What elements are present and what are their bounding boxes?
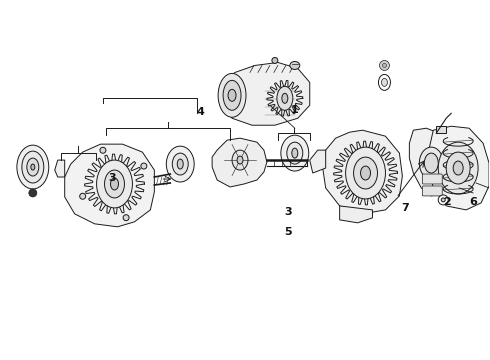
Ellipse shape [424,153,438,173]
Polygon shape [323,130,402,214]
Ellipse shape [31,164,35,170]
Ellipse shape [237,156,243,164]
Ellipse shape [438,142,478,194]
Polygon shape [429,126,489,210]
Polygon shape [340,206,372,223]
Text: 3: 3 [284,207,292,217]
Polygon shape [212,138,267,187]
Ellipse shape [446,152,470,184]
Polygon shape [55,160,65,177]
Text: 5: 5 [284,227,292,237]
Ellipse shape [281,135,309,171]
Circle shape [141,163,147,169]
Circle shape [123,215,129,221]
Text: 2: 2 [443,197,451,207]
Ellipse shape [97,160,132,208]
Ellipse shape [177,159,183,169]
Ellipse shape [104,170,124,198]
Text: 4: 4 [196,107,204,117]
Ellipse shape [22,151,44,183]
Polygon shape [65,144,154,227]
Ellipse shape [282,93,288,103]
Ellipse shape [111,178,119,190]
Ellipse shape [17,145,49,189]
Circle shape [272,58,278,63]
FancyBboxPatch shape [422,186,442,196]
FancyBboxPatch shape [422,174,442,184]
Ellipse shape [345,147,386,199]
Circle shape [80,193,86,199]
Ellipse shape [27,158,39,176]
Ellipse shape [172,153,188,175]
Circle shape [441,198,445,202]
Ellipse shape [166,146,194,182]
Ellipse shape [223,80,241,110]
Ellipse shape [232,150,248,170]
Circle shape [383,63,387,67]
Ellipse shape [378,75,391,90]
Ellipse shape [292,148,298,158]
Ellipse shape [382,78,388,86]
Text: 3: 3 [109,173,116,183]
Circle shape [438,195,448,205]
Circle shape [100,147,106,153]
Ellipse shape [354,157,377,189]
Polygon shape [310,150,326,173]
Ellipse shape [218,73,246,117]
Ellipse shape [419,147,443,179]
Ellipse shape [361,166,370,180]
Circle shape [379,60,390,71]
Text: 6: 6 [469,197,477,207]
Ellipse shape [290,62,300,69]
Polygon shape [409,128,453,196]
Circle shape [29,189,37,197]
Text: 1: 1 [291,105,299,115]
Polygon shape [436,126,446,133]
Ellipse shape [277,86,293,110]
Ellipse shape [453,161,463,175]
Text: 7: 7 [401,203,409,213]
Ellipse shape [287,142,303,164]
Polygon shape [222,62,310,125]
Ellipse shape [228,89,236,101]
